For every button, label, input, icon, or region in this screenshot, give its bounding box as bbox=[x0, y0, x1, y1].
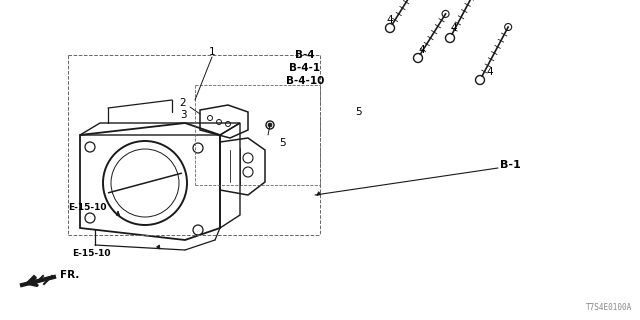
Text: 4: 4 bbox=[419, 45, 426, 55]
Text: B-1: B-1 bbox=[500, 160, 521, 170]
Circle shape bbox=[268, 123, 272, 127]
Text: 5: 5 bbox=[278, 138, 285, 148]
Text: 4: 4 bbox=[451, 23, 458, 33]
Text: 4: 4 bbox=[387, 15, 394, 25]
Text: T7S4E0100A: T7S4E0100A bbox=[586, 303, 632, 312]
Text: FR.: FR. bbox=[60, 270, 79, 280]
Text: E-15-10: E-15-10 bbox=[72, 249, 111, 258]
Text: 4: 4 bbox=[486, 67, 493, 77]
Text: 3: 3 bbox=[180, 110, 186, 120]
Text: B-4
B-4-1
B-4-10: B-4 B-4-1 B-4-10 bbox=[286, 50, 324, 86]
Text: 1: 1 bbox=[209, 47, 215, 57]
Text: 5: 5 bbox=[355, 107, 362, 117]
Text: E-15-10: E-15-10 bbox=[68, 204, 106, 212]
Text: 2: 2 bbox=[180, 98, 186, 108]
